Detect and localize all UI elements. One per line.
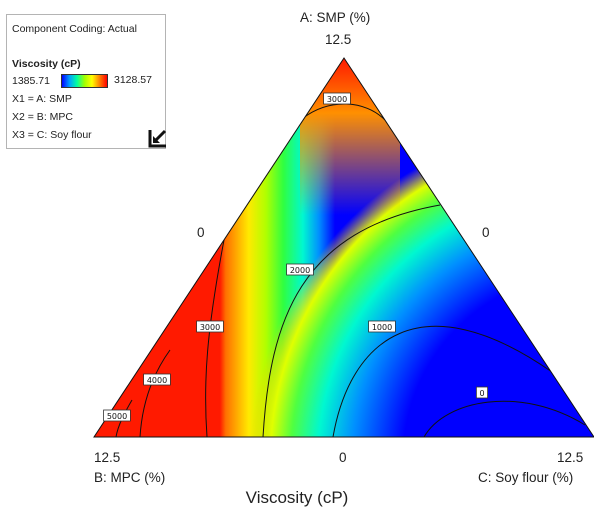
vertex-c-label: C: Soy flour (%) xyxy=(478,470,574,485)
chart-title: Viscosity (cP) xyxy=(245,488,349,507)
contour-3000-left xyxy=(205,239,225,437)
legend-box: Component Coding: Actual Viscosity (cP) … xyxy=(6,14,169,149)
contour-label: 1000 xyxy=(372,323,392,332)
legend-x3: X3 = C: Soy flour xyxy=(12,129,92,141)
left-edge-zero: 0 xyxy=(197,225,205,240)
right-edge-zero: 0 xyxy=(482,225,490,240)
contour-label: 5000 xyxy=(107,412,127,421)
contour-label-box xyxy=(475,386,488,399)
vertex-a-label: A: SMP (%) xyxy=(300,10,371,25)
legend-response: Viscosity (cP) xyxy=(12,58,81,70)
vertex-c-high: 12.5 xyxy=(557,450,584,465)
contour-2000 xyxy=(262,204,441,437)
contour-label: 2000 xyxy=(290,266,310,275)
collapse-corner-icon[interactable] xyxy=(147,127,169,149)
vertex-b-high: 12.5 xyxy=(94,450,121,465)
legend-max: 3128.57 xyxy=(114,74,152,86)
legend-color-ramp xyxy=(61,74,108,88)
contour-label-box xyxy=(196,320,224,333)
legend-x2: X2 = B: MPC xyxy=(12,111,73,123)
contour-label: 3000 xyxy=(327,95,347,104)
contour-label-box xyxy=(368,320,396,333)
contour-label: 0 xyxy=(479,389,484,398)
contour-0 xyxy=(423,400,586,437)
contour-label-box xyxy=(143,373,171,386)
bottom-edge-zero: 0 xyxy=(339,450,347,465)
legend-coding: Component Coding: Actual xyxy=(12,23,137,35)
vertex-b-label: B: MPC (%) xyxy=(94,470,166,485)
vertex-a-high: 12.5 xyxy=(325,32,352,47)
legend-min: 1385.71 xyxy=(12,75,50,87)
contour-label-box xyxy=(323,92,351,105)
contour-label: 4000 xyxy=(147,376,167,385)
contour-label-box xyxy=(286,263,314,276)
contour-1000 xyxy=(332,325,553,437)
contour-label: 3000 xyxy=(200,323,220,332)
contour-label-box xyxy=(103,409,131,422)
legend-x1: X1 = A: SMP xyxy=(12,93,72,105)
contour-4000 xyxy=(139,349,171,437)
triangle-frame xyxy=(93,57,594,438)
